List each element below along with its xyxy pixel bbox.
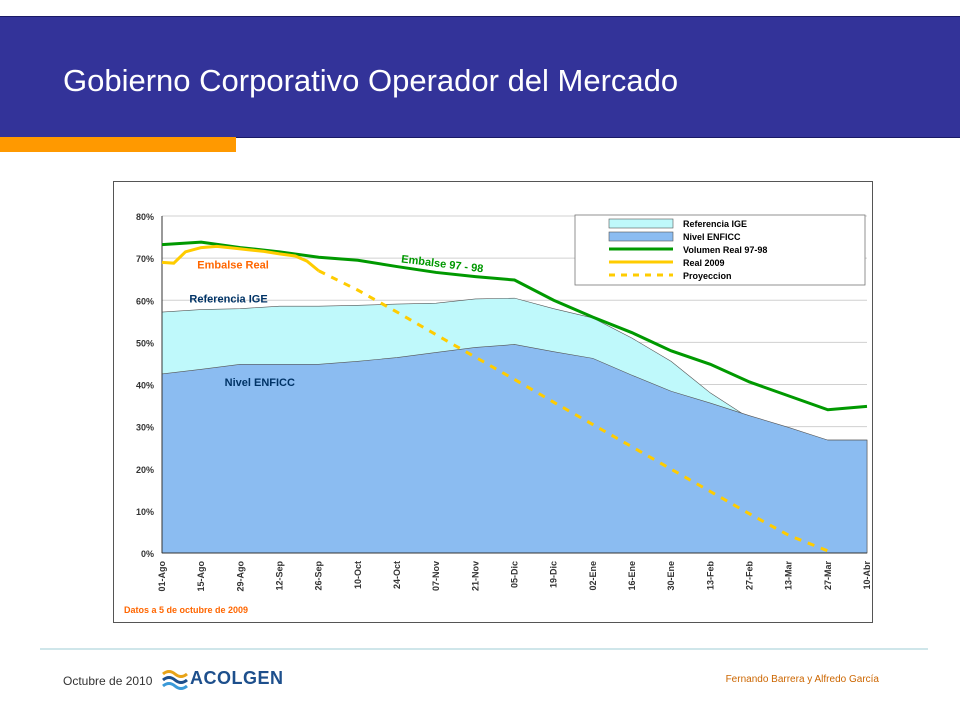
y-tick-label: 70%	[136, 254, 154, 264]
y-tick-label: 40%	[136, 381, 154, 391]
x-tick-label: 13-Mar	[784, 561, 794, 591]
waves-icon	[162, 670, 188, 690]
volumen-real-line	[161, 240, 868, 412]
chart-note: Datos a 5 de octubre de 2009	[124, 605, 248, 615]
x-tick-label: 27-Mar	[823, 561, 833, 591]
x-tick-label: 26-Sep	[314, 560, 324, 590]
legend-swatch	[608, 231, 674, 242]
page-title: Gobierno Corporativo Operador del Mercad…	[63, 63, 679, 98]
legend-label: Real 2009	[683, 258, 725, 268]
legend-label: Proyeccion	[683, 271, 732, 281]
x-tick-label: 07-Nov	[431, 561, 441, 591]
reservoir-chart: 0% 10% 20% 30% 40% 50% 60% 70% 80% 01-Ago 15-Ago 29…	[124, 212, 872, 615]
y-tick-label: 30%	[136, 423, 154, 433]
legend-label: Nivel ENFICC	[683, 232, 741, 242]
y-tick-label: 0%	[141, 549, 154, 559]
footer-author: Fernando Barrera y Alfredo García	[725, 674, 879, 685]
title-banner: Gobierno Corporativo Operador del Mercad…	[0, 16, 960, 138]
x-tick-label: 24-Oct	[392, 561, 402, 589]
y-tick-label: 10%	[136, 507, 154, 517]
legend-label: Volumen Real 97-98	[683, 245, 767, 255]
x-tick-label: 10-Oct	[353, 561, 363, 589]
y-tick-label: 50%	[136, 338, 154, 348]
x-tick-label: 10-Abr	[862, 561, 872, 590]
chart-frame: 0% 10% 20% 30% 40% 50% 60% 70% 80% 01-Ago 15-Ago 29…	[113, 181, 873, 623]
chart-annotation: Referencia IGE	[189, 293, 267, 305]
acolgen-logo: ACOLGEN	[162, 668, 283, 692]
x-tick-label: 29-Ago	[235, 561, 245, 592]
nivel-enficc-area	[161, 344, 868, 554]
x-tick-label: 13-Feb	[705, 561, 715, 591]
x-tick-label: 01-Ago	[157, 561, 167, 592]
x-tick-label: 15-Ago	[196, 561, 206, 592]
x-tick-label: 30-Ene	[666, 561, 676, 591]
x-tick-label: 19-Dic	[549, 561, 559, 588]
x-tick-label: 02-Ene	[588, 561, 598, 591]
y-tick-label: 20%	[136, 465, 154, 475]
x-tick-label: 16-Ene	[627, 561, 637, 591]
footer-divider	[40, 648, 928, 650]
logo-wordmark: ACOLGEN	[190, 668, 284, 688]
x-tick-label: 27-Feb	[745, 561, 755, 591]
x-tick-label: 21-Nov	[470, 561, 480, 591]
footer-date: Octubre de 2010	[63, 674, 153, 688]
legend-swatch	[608, 218, 674, 229]
accent-bar	[0, 137, 236, 152]
y-tick-label: 80%	[136, 212, 154, 222]
chart-annotation: Nivel ENFICC	[225, 377, 295, 389]
real-2009-line	[161, 244, 320, 272]
y-tick-label: 60%	[136, 296, 154, 306]
legend-label: Referencia IGE	[683, 219, 747, 229]
x-tick-label: 05-Dic	[510, 561, 520, 588]
x-tick-label: 12-Sep	[275, 560, 285, 590]
chart-annotation: Embalse Real	[197, 260, 269, 272]
